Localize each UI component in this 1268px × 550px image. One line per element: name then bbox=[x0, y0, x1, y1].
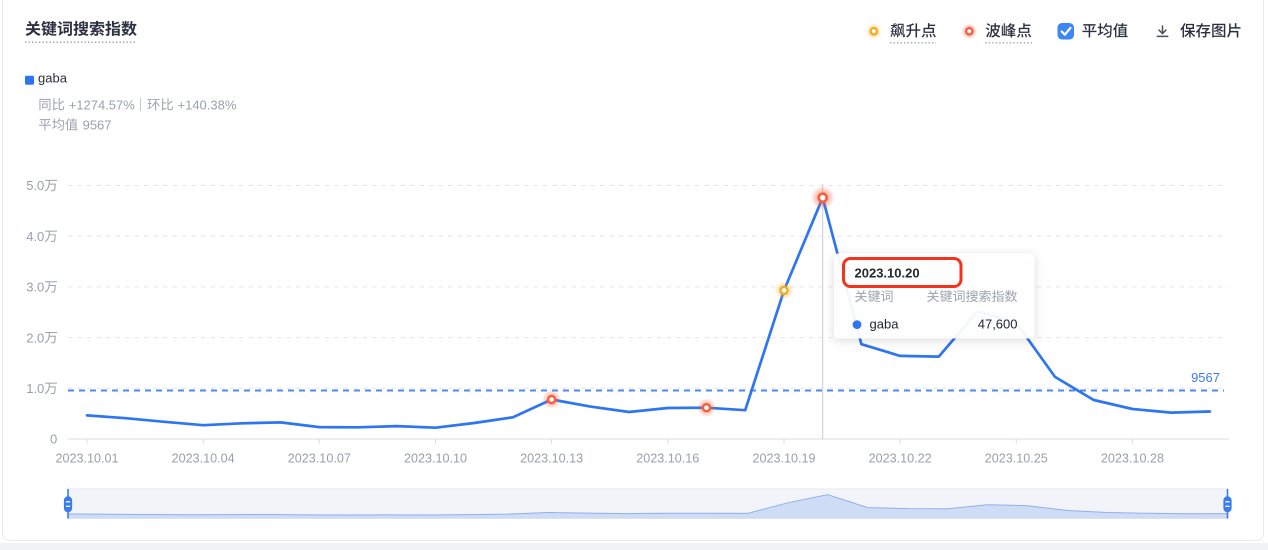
svg-text:2.0: 2.0 bbox=[26, 330, 44, 345]
svg-text:2023.10.07: 2023.10.07 bbox=[288, 451, 351, 465]
svg-text:2023.10.25: 2023.10.25 bbox=[985, 451, 1048, 465]
svg-text:0: 0 bbox=[50, 432, 57, 447]
svg-text:2023.10.20: 2023.10.20 bbox=[855, 266, 920, 281]
svg-text:+140.38%: +140.38% bbox=[178, 97, 237, 112]
svg-text:47,600: 47,600 bbox=[978, 317, 1018, 332]
svg-text:2023.10.04: 2023.10.04 bbox=[172, 451, 235, 465]
svg-text:3.0: 3.0 bbox=[26, 280, 44, 295]
svg-text:2023.10.19: 2023.10.19 bbox=[752, 451, 815, 465]
svg-text:gaba: gaba bbox=[38, 71, 68, 86]
svg-text:gaba: gaba bbox=[870, 317, 900, 332]
svg-text:2023.10.13: 2023.10.13 bbox=[520, 451, 583, 465]
svg-text:2023.10.16: 2023.10.16 bbox=[636, 451, 699, 465]
svg-text:+1274.57%: +1274.57% bbox=[69, 97, 136, 112]
svg-text:9567: 9567 bbox=[83, 117, 112, 132]
svg-text:5.0: 5.0 bbox=[26, 178, 44, 193]
svg-text:1.0: 1.0 bbox=[26, 381, 44, 396]
svg-text:2023.10.01: 2023.10.01 bbox=[55, 451, 118, 465]
svg-text:9567: 9567 bbox=[1191, 370, 1220, 385]
svg-text:2023.10.28: 2023.10.28 bbox=[1101, 451, 1164, 465]
svg-text:2023.10.22: 2023.10.22 bbox=[869, 451, 932, 465]
svg-text:4.0: 4.0 bbox=[26, 229, 44, 244]
svg-text:2023.10.10: 2023.10.10 bbox=[404, 451, 467, 465]
